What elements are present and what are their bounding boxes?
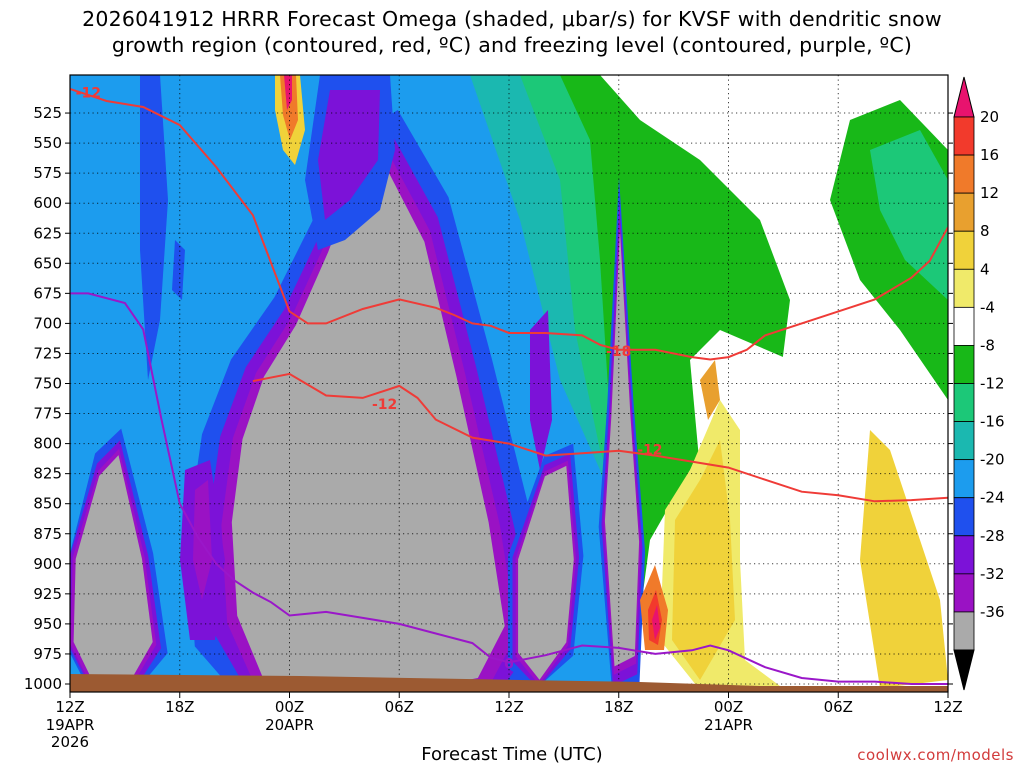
y-tick-label-6: 675 (33, 284, 62, 302)
x-tick-label-0: 12Z (55, 698, 84, 716)
y-tick-label-13: 850 (33, 495, 62, 513)
y-tick-label-10: 775 (33, 405, 62, 423)
colorbar-swatch-7 (953, 345, 975, 384)
contour-lines: -12 -12 -18 -12 0 (70, 86, 948, 685)
y-tick-label-0: 525 (33, 104, 62, 122)
colorbar-swatch-1 (953, 116, 975, 156)
y-tick-label-4: 625 (33, 224, 62, 242)
contour-label-2: -18 (606, 344, 631, 360)
contour-label-1: -12 (372, 397, 397, 413)
terrain-strip (70, 674, 948, 692)
colorbar-swatch-8 (953, 383, 975, 422)
colorbar: 20 16 12 8 4 -4 -8 -12 -16 -20 -24 -28 -32 -36 (953, 76, 1005, 691)
x-tick-label-4: 12Z (494, 698, 523, 716)
colorbar-label-9: -20 (980, 451, 1005, 469)
colorbar-label-0: 20 (980, 108, 999, 126)
contour-label-3: -12 (637, 443, 662, 459)
colorbar-swatch-9 (953, 421, 975, 461)
x-tick-sublabel-0-1: 2026 (51, 733, 89, 751)
colorbar-swatch-15 (953, 649, 975, 691)
shade-col-violet-2 (193, 480, 212, 600)
title-line-2: growth region (contoured, red, ºC) and f… (111, 33, 913, 57)
colorbar-swatch-13 (953, 573, 975, 613)
shade-upper-purple (318, 90, 380, 220)
x-tick-sublabel-2-0: 20APR (265, 716, 314, 734)
colorbar-swatch-3 (953, 192, 975, 232)
colorbar-swatch-2 (953, 154, 975, 194)
shade-warm-mag-1 (652, 605, 660, 640)
y-tick-label-17: 950 (33, 615, 62, 633)
title-line-1: 2026041912 HRRR Forecast Omega (shaded, … (82, 7, 942, 31)
x-tick-label-6: 00Z (714, 698, 743, 716)
colorbar-swatch-12 (953, 535, 975, 575)
colorbar-label-4: 4 (980, 260, 990, 278)
colorbar-label-13: -36 (980, 603, 1005, 621)
y-tick-label-7: 700 (33, 314, 62, 332)
colorbar-swatch-6 (953, 306, 975, 346)
y-tick-label-18: 975 (33, 645, 62, 663)
colorbar-label-11: -28 (980, 527, 1005, 545)
contour-dendritic-lower (252, 372, 948, 503)
colorbar-label-7: -12 (980, 375, 1005, 393)
contour-freezing-level (70, 292, 948, 685)
colorbar-label-1: 16 (980, 146, 999, 164)
x-axis-label: Forecast Time (UTC) (421, 744, 603, 765)
contour-label-0: -12 (76, 86, 101, 102)
shade-col-purple-1 (530, 310, 552, 470)
shade-col-blue-2 (172, 240, 185, 300)
y-tick-label-14: 875 (33, 525, 62, 543)
colorbar-label-6: -8 (980, 336, 995, 354)
shade-tealgreen-east (870, 130, 948, 300)
x-tick-sublabel-6-0: 21APR (704, 716, 753, 734)
shade-warm-gold-1 (700, 360, 720, 420)
shade-warm-top-magenta (284, 75, 292, 110)
shade-core-3-layer-3 (604, 230, 640, 667)
y-tick-label-5: 650 (33, 254, 62, 272)
site-credit: coolwx.com/models (857, 746, 1014, 764)
x-tick-label-7: 06Z (824, 698, 853, 716)
y-tick-label-19: 1000 (24, 675, 62, 693)
colorbar-label-12: -32 (980, 565, 1005, 583)
y-tick-label-16: 925 (33, 585, 62, 603)
x-tick-sublabel-0-0: 19APR (46, 716, 95, 734)
shade-col-blue-1 (140, 75, 168, 380)
shade-core-2-layer-3 (518, 465, 574, 680)
y-tick-label-3: 600 (33, 194, 62, 212)
colorbar-swatch-11 (953, 497, 975, 537)
y-tick-label-1: 550 (33, 134, 62, 152)
colorbar-swatch-5 (953, 268, 975, 308)
grid (70, 75, 948, 692)
shade-core-0-layer-3 (231, 169, 505, 689)
x-tick-label-8: 12Z (933, 698, 962, 716)
x-tick-label-2: 00Z (275, 698, 304, 716)
colorbar-label-2: 12 (980, 184, 999, 202)
colorbar-label-5: -4 (980, 298, 995, 316)
y-tick-label-15: 900 (33, 555, 62, 573)
chart-title: 2026041912 HRRR Forecast Omega (shaded, … (0, 6, 1024, 58)
x-tick-label-3: 06Z (385, 698, 414, 716)
contour-dendritic-upper (70, 88, 948, 361)
y-tick-label-2: 575 (33, 164, 62, 182)
x-tick-label-1: 18Z (165, 698, 194, 716)
x-tick-label-5: 18Z (604, 698, 633, 716)
omega-shading (70, 75, 948, 692)
y-tick-label-8: 725 (33, 344, 62, 362)
y-axis: 525 550 575 600 625 650 675 700 725 750 775 800 825 8… (24, 104, 953, 693)
contour-label-4: 0 (504, 657, 514, 673)
terrain-fill (70, 674, 948, 692)
colorbar-label-10: -24 (980, 489, 1005, 507)
colorbar-swatch-14 (953, 611, 975, 651)
y-tick-label-9: 750 (33, 375, 62, 393)
colorbar-label-3: 8 (980, 222, 990, 240)
shade-warm-yellow-1 (672, 440, 735, 680)
colorbar-swatch-10 (953, 459, 975, 499)
colorbar-swatch-0 (953, 76, 975, 118)
y-tick-label-11: 800 (33, 435, 62, 453)
colorbar-swatch-4 (953, 230, 975, 270)
colorbar-label-8: -16 (980, 413, 1005, 431)
y-tick-label-12: 825 (33, 465, 62, 483)
shade-core-1-layer-3 (73, 455, 153, 684)
